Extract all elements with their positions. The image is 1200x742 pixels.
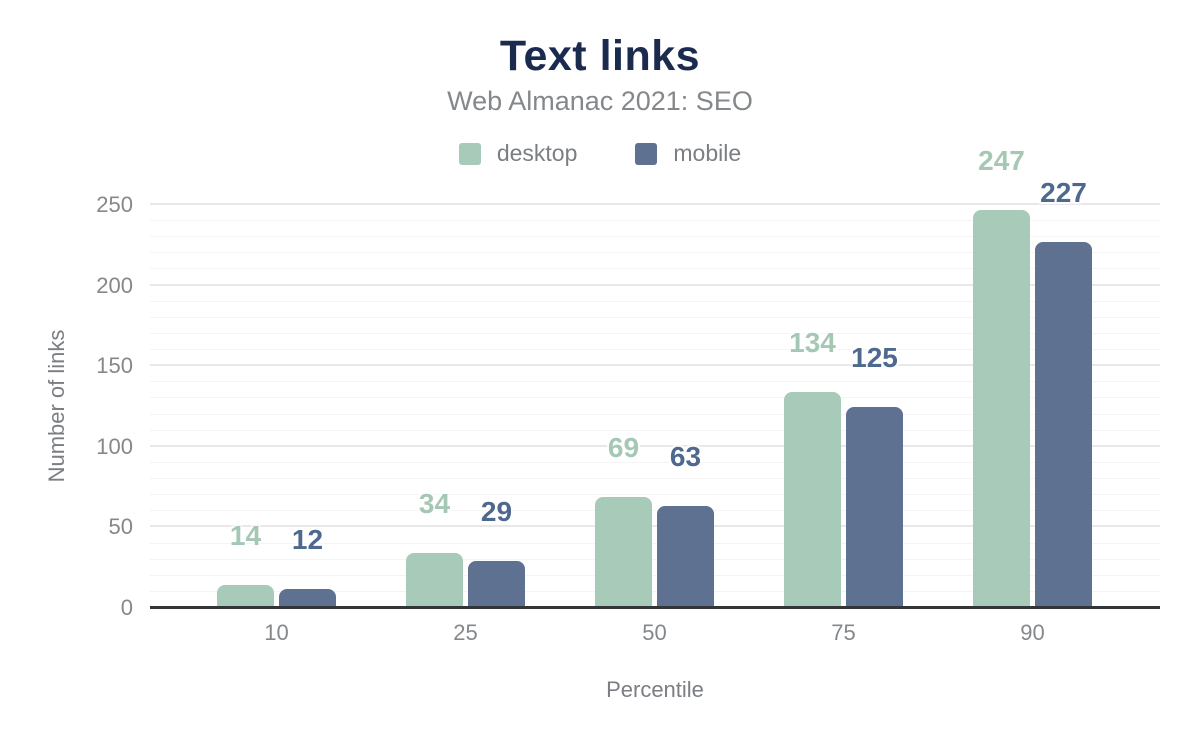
gridline [150, 252, 1160, 254]
bar-desktop-p25: 34 [406, 488, 463, 608]
gridline [150, 574, 1160, 576]
bar-group-10: 14 12 [217, 205, 336, 608]
bar-value-label: 125 [851, 341, 898, 373]
x-tick-label: 75 [831, 620, 856, 645]
x-axis-baseline [150, 606, 1160, 609]
x-tick-label: 50 [642, 620, 667, 645]
bar-value-label: 227 [1040, 177, 1087, 209]
bar-mobile-p25: 29 [468, 496, 525, 608]
gridline [150, 349, 1160, 351]
y-axis-ticks: 0 50 100 150 200 250 [0, 194, 150, 619]
legend: desktop mobile [0, 140, 1200, 167]
bar-desktop-p50: 69 [595, 432, 652, 608]
legend-item-desktop: desktop [458, 140, 578, 167]
bar-value-label: 12 [291, 523, 324, 555]
y-tick-label: 0 [120, 595, 133, 620]
legend-label: mobile [673, 140, 742, 166]
bar-value-label: 134 [789, 327, 836, 358]
x-axis-title: Percentile [606, 677, 704, 702]
y-axis-title: Number of links [44, 329, 69, 483]
bar-mobile-p75: 125 [846, 342, 903, 608]
gridline [150, 478, 1160, 480]
bar-value-label: 69 [607, 431, 640, 463]
bar-group-50: 69 63 [595, 205, 714, 608]
gridline [150, 332, 1160, 334]
gridline [150, 220, 1160, 222]
gridline [150, 525, 1160, 528]
y-tick-label: 50 [108, 514, 133, 540]
x-tick-label: 90 [1020, 620, 1045, 645]
bar-mobile-p50: 63 [657, 441, 714, 608]
gridline [150, 590, 1160, 592]
gridline [150, 494, 1160, 496]
chart-subtitle: Web Almanac 2021: SEO [447, 86, 753, 116]
bar-value-label: 14 [229, 520, 262, 552]
plot-area: 14 12 34 29 69 63 134 125 247 227 [150, 145, 1160, 609]
gridline [150, 268, 1160, 270]
legend-label: desktop [496, 140, 578, 166]
y-tick-label: 150 [96, 353, 133, 379]
gridline [150, 364, 1160, 367]
bar-group-75: 134 125 [784, 205, 903, 608]
mobile-swatch-icon [635, 142, 658, 165]
bar-value-label: 63 [669, 441, 702, 473]
gridline [150, 558, 1160, 560]
gridline [150, 203, 1160, 205]
gridline [150, 283, 1160, 286]
y-tick-label: 100 [96, 433, 133, 459]
x-tick-label: 25 [453, 620, 478, 645]
y-tick-label: 200 [96, 272, 133, 298]
bar-mobile-p10: 12 [279, 524, 336, 608]
bar-desktop-p10: 14 [217, 520, 274, 608]
gridline [150, 510, 1160, 512]
gridline [150, 300, 1160, 302]
bar-mobile-p90: 227 [1035, 177, 1092, 608]
gridline [150, 461, 1160, 463]
gridline [150, 381, 1160, 383]
bar-value-label: 247 [978, 144, 1025, 176]
gridline [150, 316, 1160, 318]
bar-value-label: 34 [418, 488, 451, 520]
bar-group-90: 247 227 [973, 145, 1092, 608]
bar-value-label: 29 [480, 496, 513, 528]
x-tick-label: 10 [264, 620, 289, 645]
y-tick-label: 250 [96, 192, 133, 217]
bars-row: 14 12 34 29 69 63 134 125 247 227 [182, 145, 1127, 608]
desktop-swatch-icon [458, 142, 481, 165]
bar-group-25: 34 29 [406, 205, 525, 608]
x-tick-labels: 10 25 50 75 90 [182, 620, 1127, 646]
gridline [150, 444, 1160, 447]
bar-desktop-p90: 247 [973, 145, 1030, 608]
gridline [150, 413, 1160, 415]
legend-item-mobile: mobile [635, 140, 741, 167]
bar-desktop-p75: 134 [784, 327, 841, 608]
gridline [150, 236, 1160, 238]
gridline [150, 542, 1160, 544]
chart-title: Text links [499, 32, 701, 80]
gridline [150, 397, 1160, 399]
gridline [150, 429, 1160, 431]
